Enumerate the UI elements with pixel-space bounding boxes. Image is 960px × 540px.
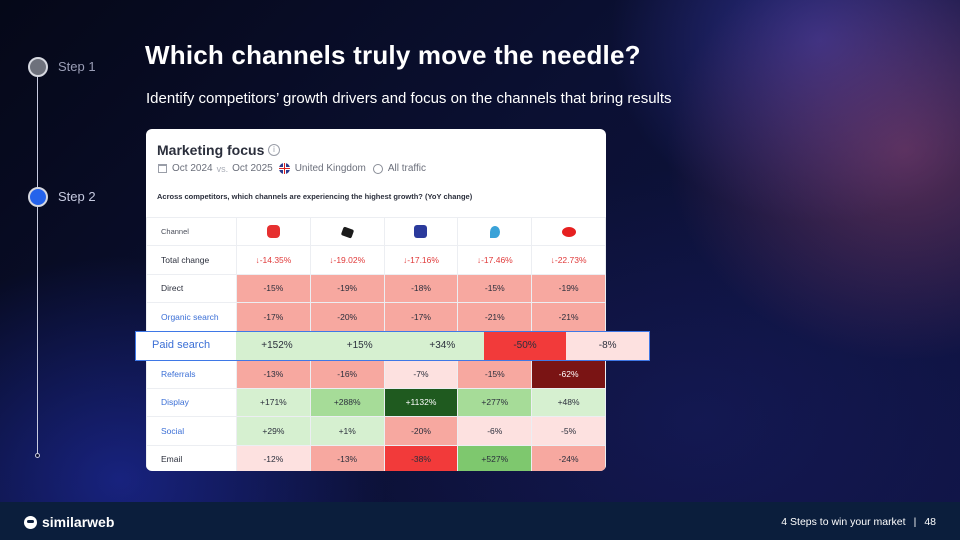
similarweb-mark-icon — [24, 515, 37, 529]
value-cell: +288% — [309, 387, 385, 417]
value-cell: +171% — [236, 387, 311, 417]
value-cell: +1% — [309, 416, 385, 446]
competitor-4-header[interactable] — [457, 217, 533, 246]
total-change-cell: ↓-19.02% — [309, 245, 385, 275]
vs-label: vs. — [216, 163, 229, 174]
channel-column-header: Channel — [146, 217, 237, 246]
deck-title: 4 Steps to win your market — [781, 516, 906, 528]
paid-search-highlight-row[interactable]: Paid search +152% +15% +34% -50% -8% — [135, 331, 650, 361]
table-row-referrals: Referrals -13% -16% -7% -15% -62% — [146, 359, 606, 389]
total-change-cell: ↓-14.35% — [236, 245, 311, 275]
footer-text: 4 Steps to win your market | 48 — [781, 516, 936, 528]
globe-icon — [372, 163, 383, 174]
paid-search-label[interactable]: Paid search — [152, 339, 211, 351]
footer-bar: similarweb 4 Steps to win your market | 48 — [0, 502, 960, 540]
calendar-icon — [158, 164, 167, 173]
value-cell: -21% — [531, 302, 606, 332]
red-hexagon-logo-icon — [561, 226, 576, 237]
total-change-cell: ↓-17.16% — [383, 245, 459, 275]
value-cell: -12% — [236, 444, 311, 471]
date-to[interactable]: Oct 2025 — [232, 163, 273, 174]
row-label: Direct — [146, 273, 237, 303]
value-cell: +277% — [457, 387, 533, 417]
value-cell: -20% — [309, 302, 385, 332]
value-cell: -24% — [531, 444, 606, 471]
uk-flag-icon — [278, 163, 290, 174]
marketing-focus-card: Marketing focus i Oct 2024 vs. Oct 2025 … — [146, 129, 606, 471]
card-title: Marketing focus — [157, 142, 265, 158]
value-cell: -19% — [309, 273, 385, 303]
row-label[interactable]: Organic search — [146, 302, 237, 332]
value-cell: -15% — [236, 273, 311, 303]
paid-search-cell: -50% — [483, 332, 567, 360]
row-label: Total change — [146, 245, 237, 275]
table-row-email: Email -12% -13% -38% +527% -24% — [146, 444, 606, 471]
step-1-dot[interactable] — [28, 57, 48, 77]
row-label[interactable]: Display — [146, 387, 237, 417]
step-2-label[interactable]: Step 2 — [58, 189, 96, 204]
row-label[interactable]: Referrals — [146, 359, 237, 389]
total-change-cell: ↓-17.46% — [457, 245, 533, 275]
info-icon[interactable]: i — [268, 144, 280, 156]
timeline-line — [37, 76, 38, 456]
black-horse-logo-icon — [340, 226, 354, 239]
date-from[interactable]: Oct 2024 — [172, 163, 213, 174]
value-cell: +29% — [236, 416, 311, 446]
card-question: Across competitors, which channels are e… — [157, 192, 473, 201]
paid-search-cell: +152% — [235, 332, 319, 360]
value-cell: -13% — [309, 444, 385, 471]
timeline-end-dot — [35, 453, 40, 458]
total-change-row: Total change ↓-14.35% ↓-19.02% ↓-17.16% … — [146, 245, 606, 275]
footer-separator: | — [913, 516, 917, 528]
value-cell: -21% — [457, 302, 533, 332]
page-number: 48 — [924, 516, 936, 528]
table-row-organic-search: Organic search -17% -20% -17% -21% -21% — [146, 302, 606, 332]
table-row-social: Social +29% +1% -20% -6% -5% — [146, 416, 606, 446]
competitor-3-header[interactable] — [383, 217, 459, 246]
paid-search-cell: -8% — [566, 332, 650, 360]
blue-eagle-logo-icon — [489, 225, 500, 238]
value-cell: -20% — [383, 416, 459, 446]
country-filter[interactable]: United Kingdom — [294, 163, 366, 174]
value-cell: -15% — [457, 273, 533, 303]
row-label: Email — [146, 444, 237, 471]
brand-name: similarweb — [42, 514, 115, 530]
competitor-1-header[interactable] — [236, 217, 311, 246]
total-change-cell: ↓-22.73% — [531, 245, 606, 275]
value-cell: -17% — [383, 302, 459, 332]
value-cell: -5% — [531, 416, 606, 446]
filters-bar: Oct 2024 vs. Oct 2025 United Kingdom All… — [158, 163, 426, 174]
value-cell: -38% — [383, 444, 459, 471]
value-cell: +527% — [457, 444, 533, 471]
value-cell: -6% — [457, 416, 533, 446]
similarweb-logo: similarweb — [24, 514, 114, 530]
value-cell: -13% — [236, 359, 311, 389]
table-header-row: Channel — [146, 217, 606, 246]
traffic-filter[interactable]: All traffic — [387, 163, 427, 174]
competitor-5-header[interactable] — [531, 217, 606, 246]
paid-search-cell: +34% — [401, 332, 484, 360]
table-row-direct: Direct -15% -19% -18% -15% -19% — [146, 273, 606, 303]
row-label[interactable]: Social — [146, 416, 237, 446]
step-1-label[interactable]: Step 1 — [58, 59, 96, 74]
value-cell: -15% — [457, 359, 533, 389]
value-cell: +48% — [531, 387, 606, 417]
slide-subtitle: Identify competitors’ growth drivers and… — [146, 90, 672, 107]
blue-shield-logo-icon — [414, 225, 428, 238]
table-row-display: Display +171% +288% +1132% +277% +48% — [146, 387, 606, 417]
value-cell: -16% — [309, 359, 385, 389]
value-cell: -17% — [236, 302, 311, 332]
value-cell: -18% — [383, 273, 459, 303]
competitor-2-header[interactable] — [309, 217, 385, 246]
step-2-dot[interactable] — [28, 187, 48, 207]
slide-title: Which channels truly move the needle? — [145, 40, 641, 70]
paid-search-cell: +15% — [318, 332, 401, 360]
value-cell: -7% — [383, 359, 459, 389]
value-cell: +1132% — [383, 387, 459, 417]
value-cell: -62% — [531, 359, 606, 389]
red-bank-logo-icon — [266, 225, 280, 238]
value-cell: -19% — [531, 273, 606, 303]
